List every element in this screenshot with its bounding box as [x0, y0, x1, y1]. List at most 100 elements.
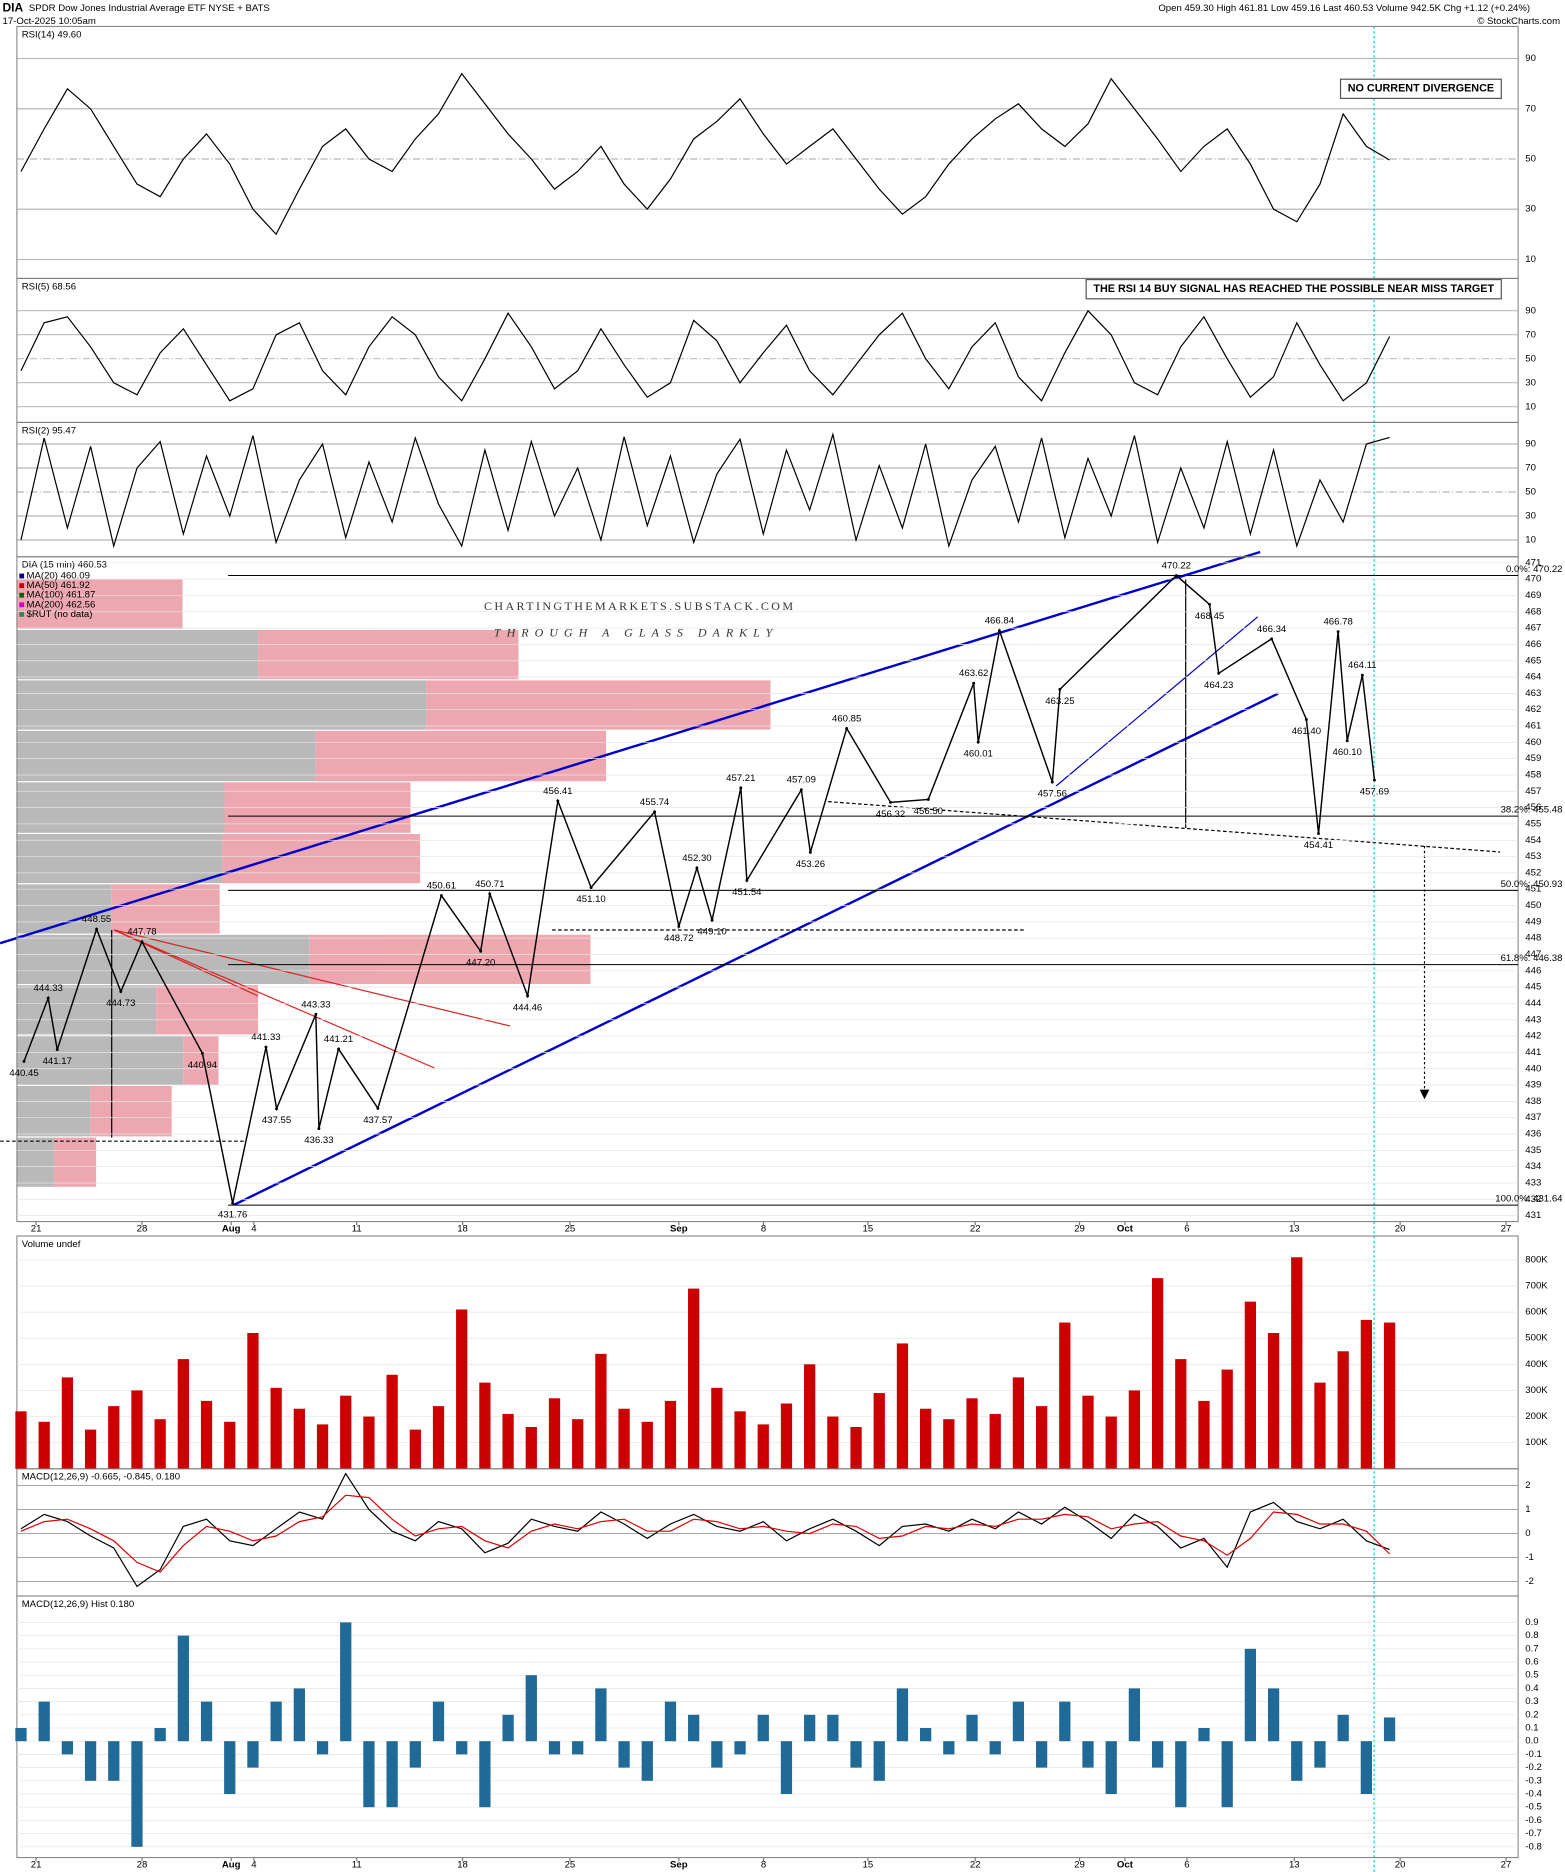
bar — [224, 1421, 236, 1469]
y-tick-label: 0.4 — [1525, 1683, 1539, 1694]
bar — [548, 1398, 561, 1469]
bar — [734, 1741, 746, 1755]
pivot — [997, 629, 1001, 633]
pivot — [1372, 778, 1376, 782]
annotation: THE RSI 14 BUY SIGNAL HAS REACHED THE PO… — [1093, 283, 1494, 295]
bar — [247, 1741, 259, 1768]
panel-title: RSI(2) 95.47 — [22, 425, 76, 436]
y-tick-label: 0 — [1525, 1528, 1530, 1539]
bar — [827, 1416, 839, 1469]
pivot — [201, 1051, 204, 1055]
y-tick-label: 443 — [1525, 1014, 1541, 1025]
bar — [247, 1332, 259, 1469]
bar — [1198, 1728, 1210, 1742]
data-label: 470.22 — [1162, 560, 1191, 571]
y-tick-label: -0.4 — [1525, 1789, 1542, 1800]
x-tick-label: 21 — [31, 1859, 42, 1870]
y-tick-label: 446 — [1525, 965, 1541, 976]
pivot — [46, 996, 50, 1000]
bar — [502, 1714, 514, 1742]
bar — [61, 1741, 74, 1755]
y-tick-label: -0.3 — [1525, 1775, 1542, 1786]
x-tick-label: Sep — [670, 1223, 688, 1234]
bar — [131, 1741, 143, 1847]
bar — [456, 1741, 468, 1755]
data-label: 456.41 — [543, 786, 572, 797]
y-tick-label: 100K — [1525, 1437, 1548, 1448]
data-label: 461.40 — [1292, 726, 1321, 737]
date: 17-Oct-2025 10:05am — [3, 16, 96, 27]
data-label: 444.46 — [513, 1002, 542, 1013]
bar — [316, 1741, 329, 1755]
x-tick-label: 28 — [137, 1859, 148, 1870]
data-label: 441.17 — [43, 1056, 72, 1067]
data-label: 464.23 — [1204, 680, 1233, 691]
quote: Open 459.30 High 461.81 Low 459.16 Last … — [1158, 3, 1530, 14]
y-tick-label: 90 — [1525, 305, 1536, 316]
y-tick-label: 455 — [1525, 818, 1541, 829]
bar — [572, 1741, 584, 1755]
data-label: 468.45 — [1195, 611, 1224, 622]
y-tick-label: 469 — [1525, 590, 1541, 601]
y-tick-label: 90 — [1525, 53, 1536, 64]
pivot — [488, 892, 492, 896]
legend-label: MA(100) 461.87 — [27, 590, 96, 601]
x-tick-label: 25 — [565, 1859, 576, 1870]
data-label: 448.72 — [664, 933, 693, 944]
pivot — [1270, 637, 1274, 641]
y-tick-label: 467 — [1525, 623, 1541, 634]
pivot — [653, 810, 657, 814]
y-tick-label: 462 — [1525, 704, 1541, 715]
pivot — [972, 681, 976, 685]
bar — [641, 1421, 653, 1469]
y-tick-label: 30 — [1525, 377, 1536, 388]
x-tick-label: Oct — [1117, 1859, 1134, 1870]
credit: © StockCharts.com — [1477, 16, 1560, 27]
legend-label: MA(20) 460.09 — [27, 571, 90, 582]
y-tick-label: 463 — [1525, 688, 1541, 699]
bar — [200, 1400, 213, 1469]
x-tick-label: 28 — [137, 1223, 148, 1234]
panel-title: RSI(14) 49.60 — [22, 29, 82, 40]
y-tick-label: 10 — [1525, 535, 1536, 546]
x-tick-label: 21 — [31, 1223, 42, 1234]
bar — [641, 1741, 653, 1781]
pivot — [1317, 832, 1320, 835]
x-tick-label: 22 — [970, 1859, 981, 1870]
annotation-box — [1085, 279, 1502, 300]
y-tick-label: 438 — [1525, 1096, 1541, 1107]
bar — [595, 1353, 607, 1469]
bar — [780, 1741, 793, 1794]
x-tick-label: 15 — [863, 1223, 874, 1234]
y-tick-label: 10 — [1525, 254, 1536, 265]
y-tick-label: 433 — [1525, 1177, 1541, 1188]
bar — [432, 1701, 445, 1742]
x-tick-label: Sep — [670, 1859, 688, 1870]
y-tick-label: 0.1 — [1525, 1723, 1538, 1734]
y-tick-label: 465 — [1525, 655, 1541, 666]
bar — [896, 1688, 909, 1742]
data-label: 444.73 — [106, 998, 135, 1009]
data-label: 437.57 — [363, 1115, 392, 1126]
x-tick-label: 20 — [1395, 1859, 1406, 1870]
legend-swatch — [19, 573, 25, 579]
bar — [1175, 1741, 1187, 1808]
bar — [920, 1728, 932, 1742]
x-tick-label: 29 — [1074, 1859, 1085, 1870]
legend-label: MA(200) 462.56 — [27, 599, 96, 610]
bar — [943, 1419, 955, 1469]
y-tick-label: 431 — [1525, 1210, 1541, 1221]
panel-title: Volume undef — [22, 1239, 81, 1250]
data-label: 455.74 — [640, 797, 670, 808]
data-label: 451.10 — [576, 894, 605, 905]
pivot — [275, 1107, 278, 1111]
pivot — [1050, 780, 1054, 784]
pivot — [556, 799, 560, 803]
y-tick-label: 2 — [1525, 1480, 1530, 1491]
y-tick-label: 453 — [1525, 851, 1541, 862]
y-tick-label: -2 — [1525, 1576, 1534, 1587]
bar — [502, 1413, 514, 1469]
legend-swatch — [19, 602, 25, 608]
bar — [386, 1374, 398, 1469]
